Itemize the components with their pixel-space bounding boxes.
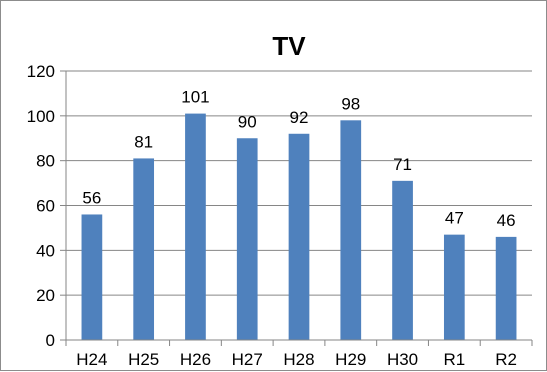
x-axis-tick-labels: H24 H25 H26 H27 H28 H29 H30 R1 R2 (76, 350, 517, 369)
data-labels: 56 81 101 90 92 98 71 47 46 (82, 88, 515, 230)
data-label-H30: 71 (393, 155, 412, 174)
x-tick-label-R1: R1 (443, 350, 465, 369)
bar-H29 (340, 120, 362, 340)
x-tick-label-H27: H27 (232, 350, 263, 369)
bar-H24 (81, 214, 103, 340)
data-label-H29: 98 (341, 94, 360, 113)
bar-R2 (495, 236, 517, 340)
y-axis-tick-labels: 0 20 40 60 80 100 120 (27, 62, 55, 350)
axes (60, 70, 533, 346)
data-label-H25: 81 (134, 132, 153, 151)
bar-H26 (185, 113, 206, 340)
y-tick-label: 0 (46, 331, 55, 350)
y-tick-label: 20 (36, 286, 55, 305)
bar-H27 (236, 138, 258, 340)
y-tick-label: 100 (27, 107, 55, 126)
y-tick-label: 120 (27, 62, 55, 81)
bar-H28 (288, 133, 310, 340)
data-label-R1: 47 (445, 209, 464, 228)
x-tick-label-H25: H25 (128, 350, 159, 369)
y-tick-label: 40 (36, 241, 55, 260)
y-tick-label: 80 (36, 152, 55, 171)
data-label-R2: 46 (497, 211, 516, 230)
data-label-H24: 56 (82, 188, 101, 207)
data-label-H27: 90 (238, 112, 257, 131)
data-label-H26: 101 (181, 88, 209, 107)
bar-R1 (443, 234, 465, 340)
x-tick-label-R2: R2 (495, 350, 517, 369)
x-tick-label-H28: H28 (283, 350, 314, 369)
y-tick-label: 60 (36, 197, 55, 216)
x-tick-label-H29: H29 (335, 350, 366, 369)
x-tick-label-H24: H24 (76, 350, 107, 369)
x-tick-label-H30: H30 (387, 350, 418, 369)
data-label-H28: 92 (290, 108, 309, 127)
bar-H30 (392, 180, 413, 340)
chart-title: TV (272, 31, 306, 61)
x-tick-label-H26: H26 (180, 350, 211, 369)
bars (81, 113, 517, 340)
bar-H25 (133, 158, 155, 340)
